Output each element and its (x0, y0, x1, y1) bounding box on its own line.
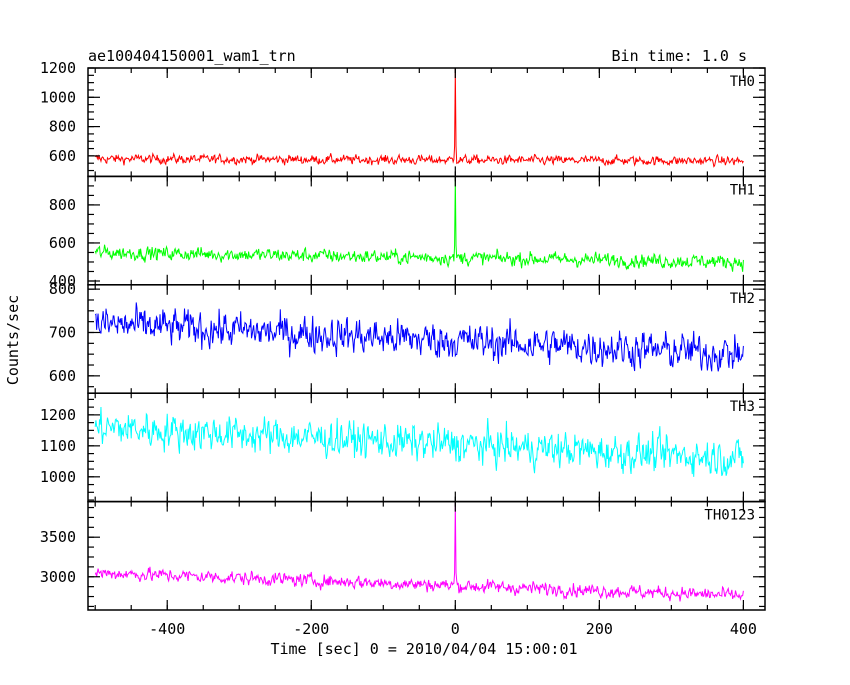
panel-th0123: 3000 3500 TH0123 (40, 500, 766, 611)
series-line-th2 (94, 302, 744, 372)
x-tick-label: -400 (149, 620, 185, 638)
y-tick-label: 800 (49, 280, 76, 298)
panel-name-label: TH1 (730, 182, 755, 198)
panel-frame-th0123 (87, 500, 766, 611)
x-tick-label: -200 (293, 620, 329, 638)
panel-name-label: TH2 (730, 291, 755, 307)
y-tick-label: 600 (49, 234, 76, 252)
y-tick-label: 1200 (40, 59, 76, 77)
x-axis-label: Time [sec] 0 = 2010/04/04 15:00:01 (270, 640, 577, 658)
y-tick-label: 800 (49, 196, 76, 214)
y-tick-label: 800 (49, 118, 76, 136)
panels-group: 600 800 1000 1200 TH0 400 600 800 TH1 600 700 800 TH… (40, 59, 766, 638)
y-tick-label: 400 (49, 272, 76, 290)
series-line-th1 (94, 176, 744, 272)
series-line-th3 (94, 407, 744, 477)
panel-th2: 600 700 800 TH2 (49, 280, 766, 394)
x-tick-label: 0 (451, 620, 460, 638)
y-tick-label: 1200 (40, 406, 76, 424)
bin-time-label: Bin time: 1.0 s (612, 47, 747, 65)
panel-name-label: TH3 (730, 399, 755, 415)
y-tick-label: 600 (49, 367, 76, 385)
panel-frame-th1 (87, 175, 766, 286)
y-tick-label: 600 (49, 147, 76, 165)
panel-name-label: TH0123 (704, 508, 755, 524)
panel-th0: 600 800 1000 1200 TH0 (40, 59, 766, 178)
y-axis-label: Counts/sec (4, 295, 22, 385)
panel-frame-th2 (87, 284, 766, 394)
panel-th3: 1000 1100 1200 TH3 (40, 392, 766, 503)
chart-title: ae100404150001_wam1_trn (88, 47, 296, 65)
y-tick-label: 3000 (40, 568, 76, 586)
y-tick-label: 1000 (40, 88, 76, 106)
x-tick-label: 400 (730, 620, 757, 638)
y-tick-label: 1100 (40, 437, 76, 455)
y-tick-label: 700 (49, 323, 76, 341)
panel-th1: 400 600 800 TH1 (49, 175, 766, 290)
y-tick-label: 1000 (40, 468, 76, 486)
y-tick-label: 3500 (40, 528, 76, 546)
series-line-th0 (95, 68, 744, 168)
series-line-th0123 (94, 502, 744, 602)
panel-name-label: TH0 (730, 74, 755, 90)
x-tick-label: 200 (586, 620, 613, 638)
